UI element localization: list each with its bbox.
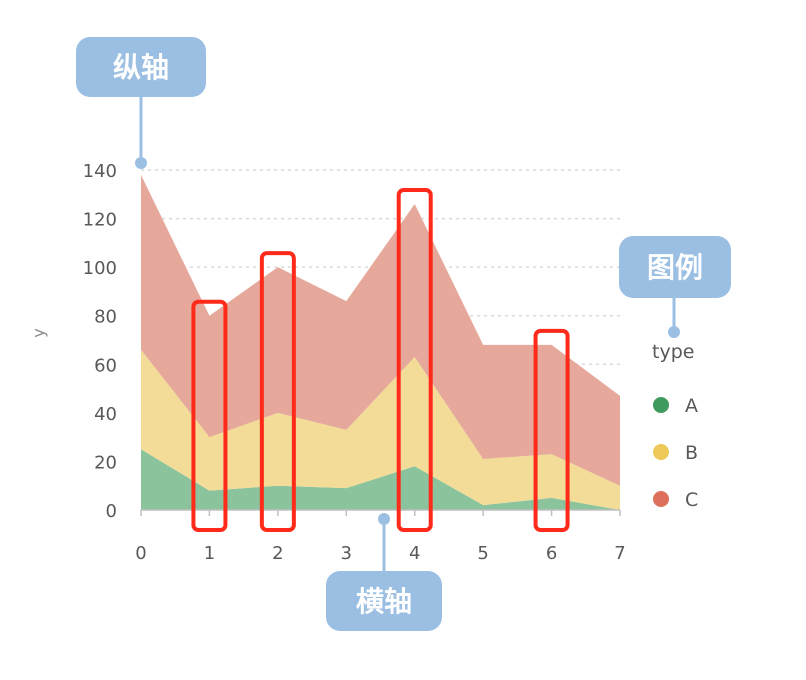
y-tick-label-40: 40 bbox=[94, 404, 117, 425]
area-series bbox=[141, 174, 620, 510]
y-tick-label-60: 60 bbox=[94, 355, 117, 376]
legend-marker-A bbox=[653, 397, 669, 413]
callout-legend-label: 图例 bbox=[647, 251, 703, 284]
y-tick-label-80: 80 bbox=[94, 307, 117, 328]
callout-x-axis-label: 横轴 bbox=[356, 585, 412, 618]
y-tick-label-100: 100 bbox=[83, 258, 117, 279]
legend-label-B: B bbox=[685, 442, 698, 464]
highlight-boxes bbox=[191, 188, 570, 533]
x-tick-label-4: 4 bbox=[409, 543, 420, 564]
callout-x-axis: 横轴 bbox=[326, 513, 442, 631]
legend-label-A: A bbox=[685, 395, 698, 417]
x-tick-label-7: 7 bbox=[614, 543, 625, 564]
x-tick-label-3: 3 bbox=[341, 543, 352, 564]
highlight-box-x-1 bbox=[191, 299, 228, 533]
legend-marker-C bbox=[653, 491, 669, 507]
legend-label-C: C bbox=[685, 489, 698, 511]
y-tick-label-20: 20 bbox=[94, 452, 117, 473]
y-ticks: 0 20 40 60 80 100 120 140 bbox=[83, 161, 117, 522]
callout-y-axis-label: 纵轴 bbox=[113, 51, 169, 84]
highlight-box-x-4 bbox=[396, 188, 433, 532]
y-tick-label-120: 120 bbox=[83, 210, 117, 231]
x-tick-label-6: 6 bbox=[546, 543, 557, 564]
legend: type A B C bbox=[652, 341, 698, 511]
x-tick-label-1: 1 bbox=[204, 543, 215, 564]
highlight-box-x-6 bbox=[533, 328, 570, 532]
callout-y-axis: 纵轴 bbox=[76, 37, 206, 169]
x-tick-label-2: 2 bbox=[272, 543, 283, 564]
x-tick-label-0: 0 bbox=[135, 543, 146, 564]
x-ticks: 0 1 2 3 4 5 6 7 bbox=[135, 510, 626, 564]
highlight-box-x-2 bbox=[259, 251, 296, 532]
legend-marker-B bbox=[653, 444, 669, 460]
callout-legend: 图例 bbox=[619, 236, 731, 338]
x-tick-label-5: 5 bbox=[477, 543, 488, 564]
y-axis-label: y bbox=[29, 328, 48, 337]
legend-title: type bbox=[652, 341, 694, 363]
y-tick-label-140: 140 bbox=[83, 161, 117, 182]
y-tick-label-0: 0 bbox=[106, 501, 117, 522]
